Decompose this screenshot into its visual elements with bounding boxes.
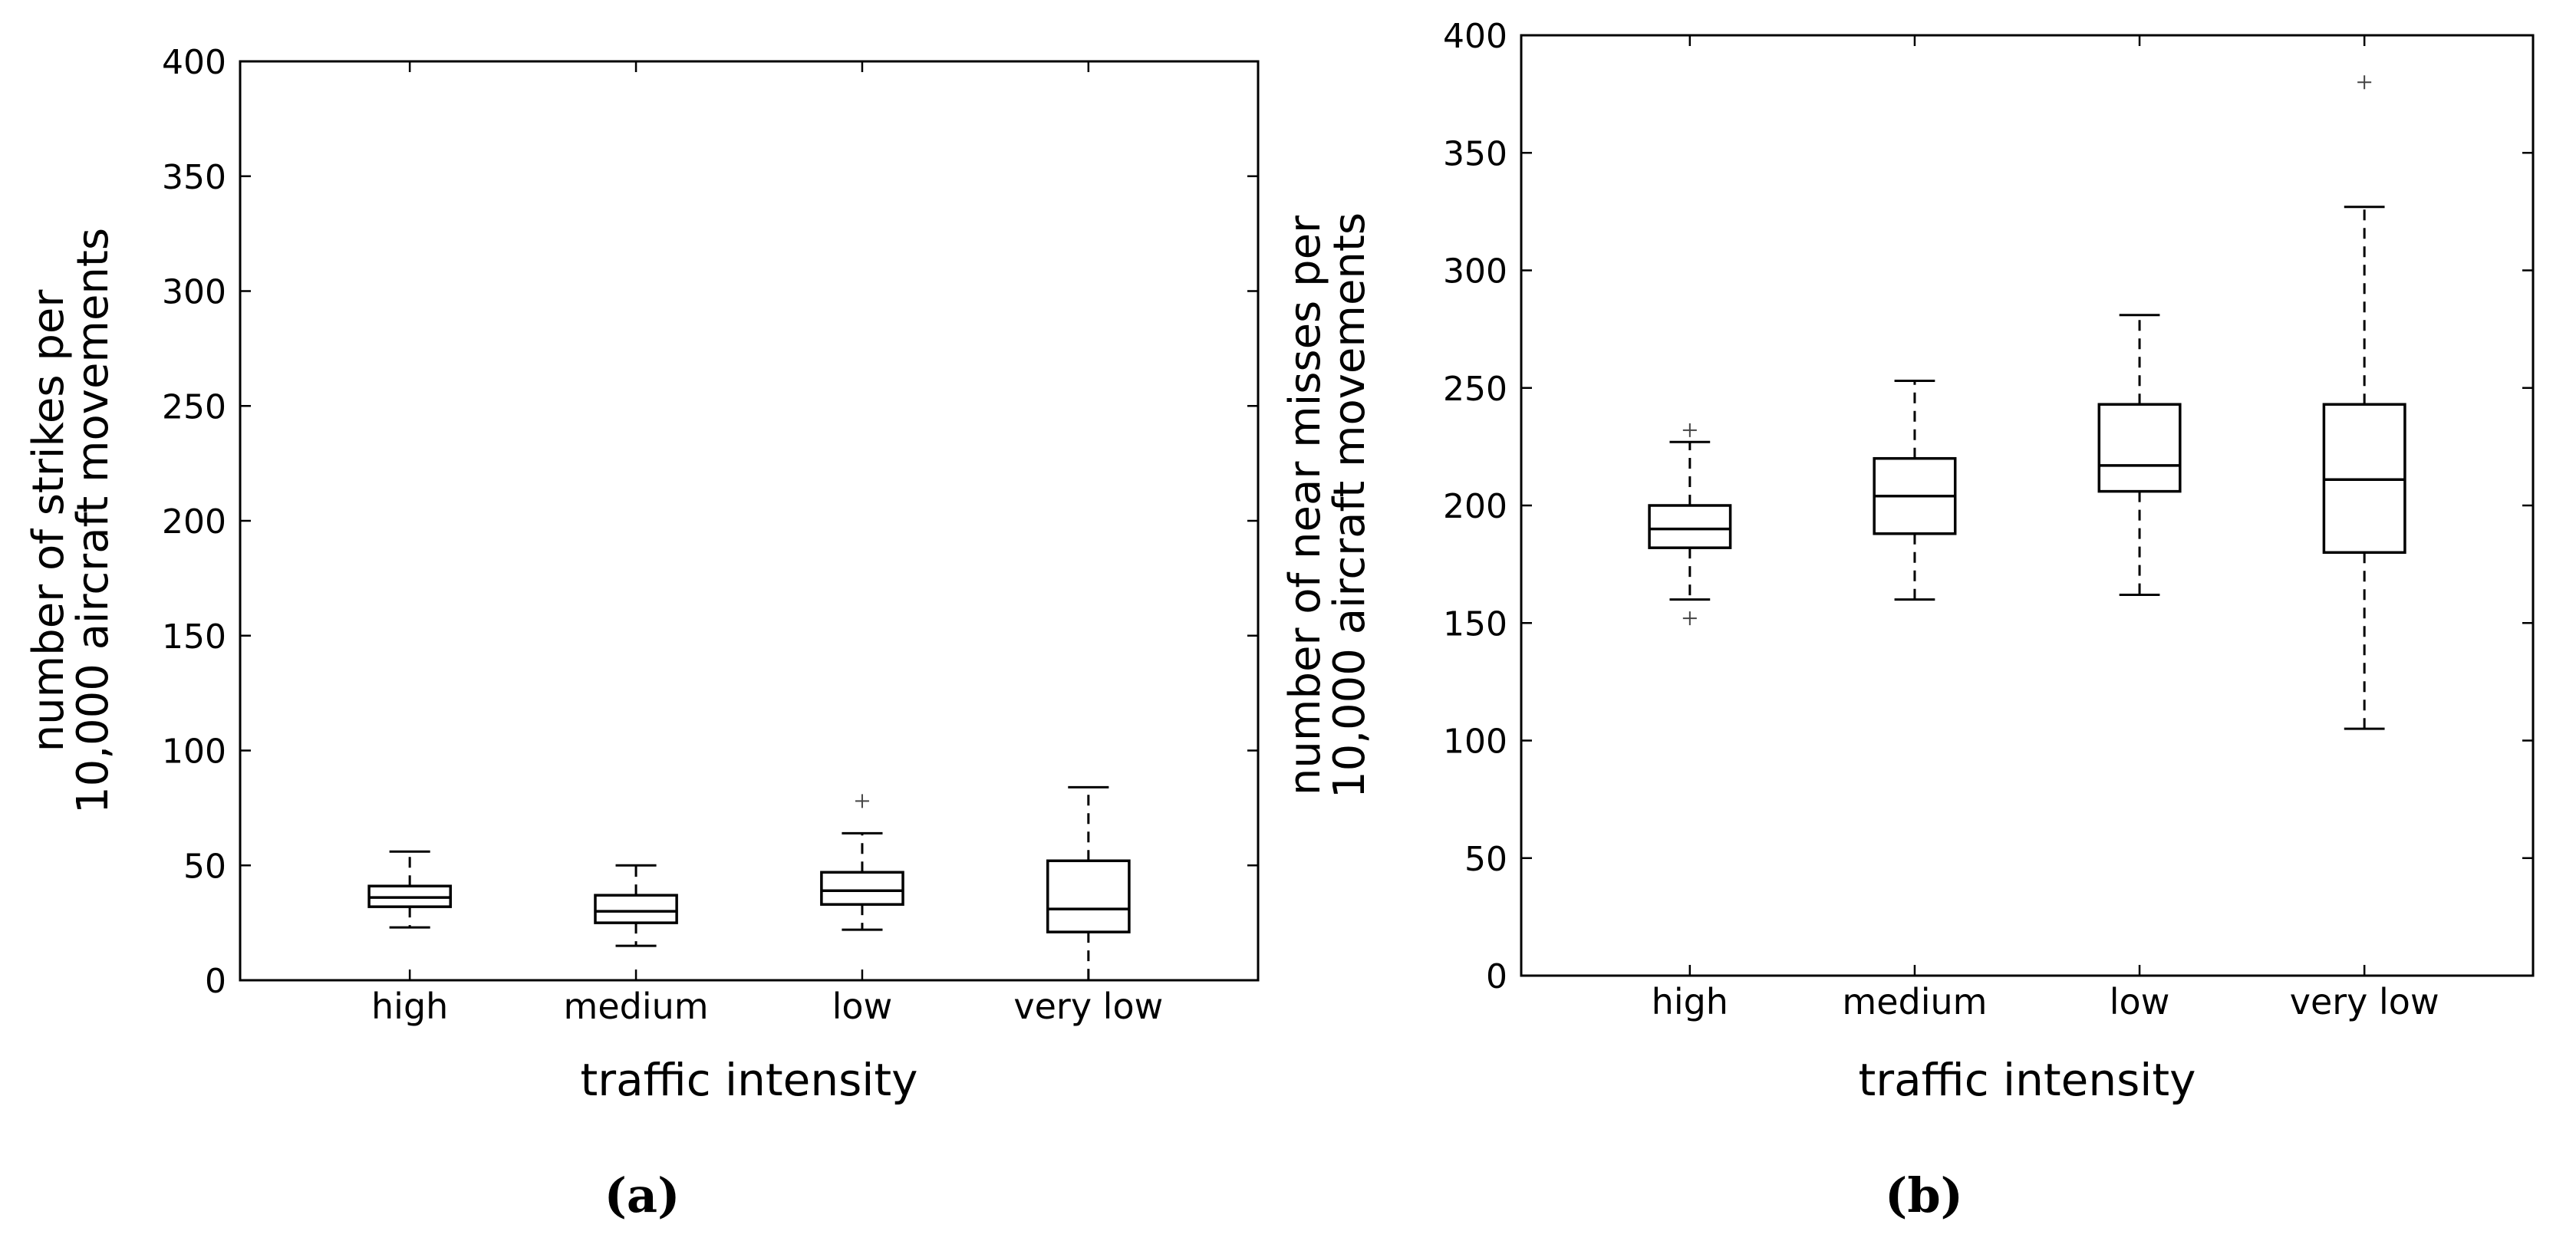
box-low xyxy=(2097,314,2182,596)
y-tick-label: 350 xyxy=(1443,134,1507,173)
outlier-marker xyxy=(855,794,869,808)
y-tick-label: 100 xyxy=(162,732,226,772)
x-tick-label: very low xyxy=(2290,981,2439,1022)
y-tick-label: 250 xyxy=(1443,370,1507,409)
y-tick-label: 150 xyxy=(162,617,226,657)
y-axis-label: 10,000 aircraft movements xyxy=(1325,212,1375,798)
y-axis-label: number of near misses per xyxy=(1280,215,1330,795)
panel-caption: (a) xyxy=(604,1167,680,1223)
iqr-box xyxy=(594,894,678,924)
y-tick-label: 100 xyxy=(1443,723,1507,762)
box-very-low xyxy=(1046,785,1131,982)
box-very-low xyxy=(2322,75,2406,730)
y-tick-label: 0 xyxy=(205,962,226,1001)
chart-panel-b: 0 50 100 150 200 250 300 350 400 high medium low ver… xyxy=(1280,17,2535,1223)
x-axis-label: traffic intensity xyxy=(581,1054,918,1106)
x-tick-label: medium xyxy=(1842,981,1987,1022)
outlier-marker xyxy=(1682,611,1697,626)
x-tick-label: high xyxy=(1652,981,1728,1022)
x-tick-label: high xyxy=(371,986,448,1027)
y-tick-label: 200 xyxy=(162,502,226,542)
y-tick-label: 150 xyxy=(1443,604,1507,644)
box-low xyxy=(820,794,904,931)
y-tick-label: 300 xyxy=(1443,252,1507,291)
y-axis-label: 10,000 aircraft movements xyxy=(68,228,118,814)
box-high xyxy=(367,850,452,929)
y-tick-label: 0 xyxy=(1486,957,1507,996)
outlier-marker xyxy=(1682,423,1697,437)
y-tick-label: 400 xyxy=(162,43,226,82)
y-tick-label: 200 xyxy=(1443,487,1507,526)
x-tick-label: medium xyxy=(564,986,709,1027)
box-medium xyxy=(594,864,678,947)
y-tick-label: 400 xyxy=(1443,17,1507,56)
chart-panel-a: 0 50 100 150 200 250 300 350 400 high medium low ver… xyxy=(24,43,1260,1223)
box-high xyxy=(1648,423,1732,626)
box-medium xyxy=(1873,380,1957,601)
y-tick-label: 300 xyxy=(162,273,226,312)
y-tick-label: 50 xyxy=(183,847,226,886)
x-axis-label: traffic intensity xyxy=(1859,1054,2196,1106)
iqr-box xyxy=(1046,859,1131,933)
x-tick-label: low xyxy=(832,986,893,1027)
iqr-box xyxy=(1648,504,1732,549)
iqr-box xyxy=(2097,403,2182,493)
iqr-box xyxy=(820,871,904,906)
x-tick-label: very low xyxy=(1013,986,1163,1027)
x-tick-label: low xyxy=(2110,981,2170,1022)
panel-caption: (b) xyxy=(1885,1167,1963,1223)
y-tick-label: 350 xyxy=(162,158,226,197)
y-axis-label: number of strikes per xyxy=(24,289,74,752)
y-tick-label: 50 xyxy=(1464,840,1507,879)
outlier-marker xyxy=(2357,75,2372,90)
plot-frame xyxy=(239,60,1260,982)
y-tick-label: 250 xyxy=(162,387,226,426)
